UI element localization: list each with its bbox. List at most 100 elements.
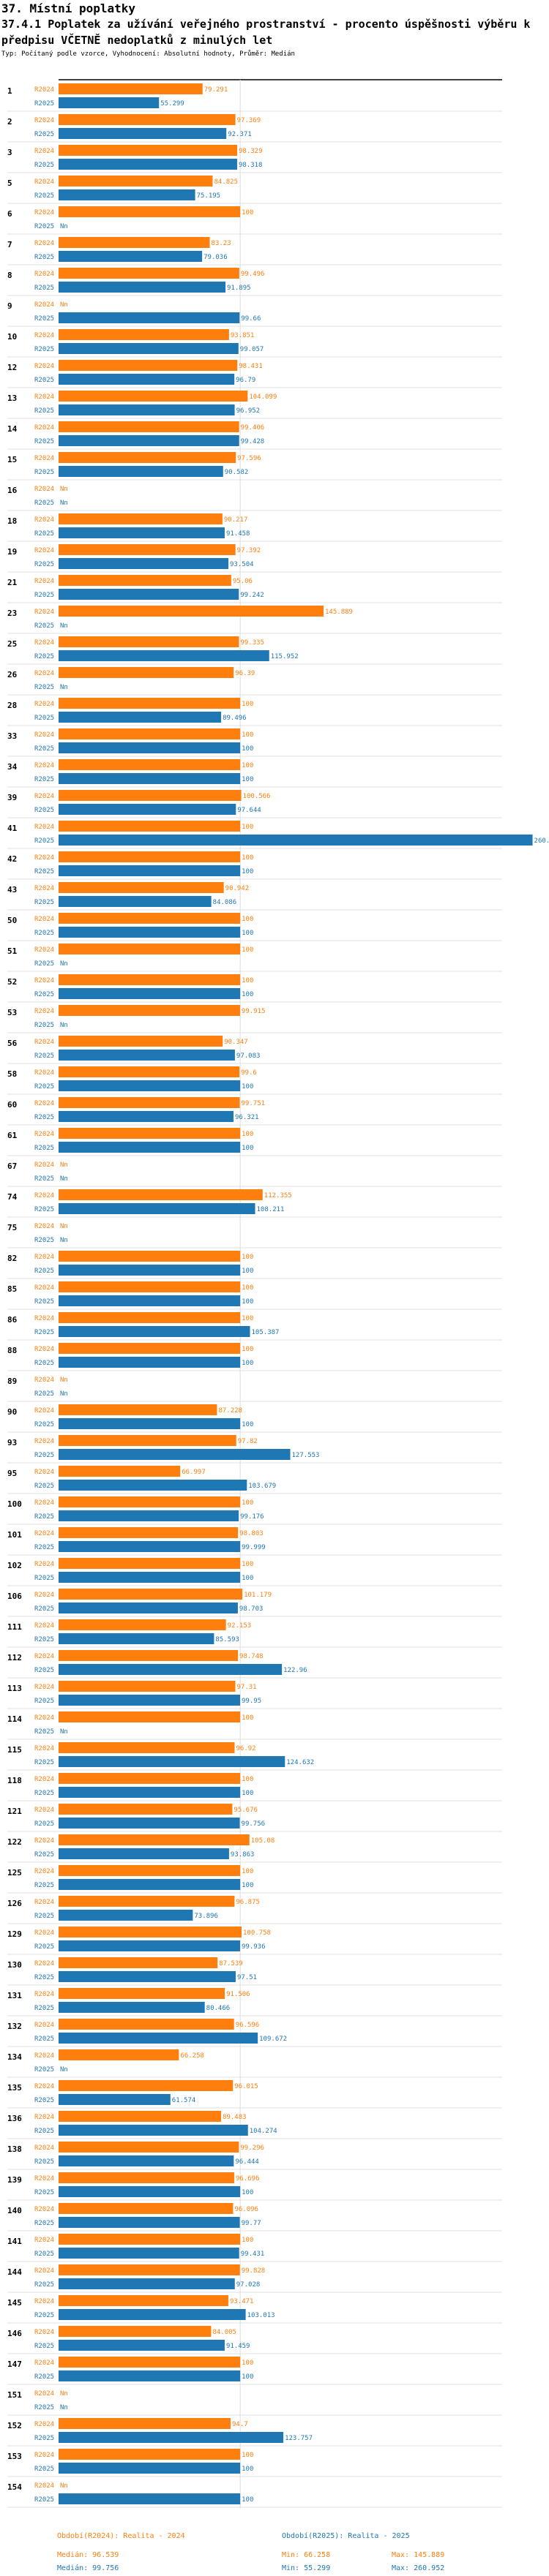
- value-label-r2024: Nn: [60, 2482, 68, 2490]
- bar-r2025: [59, 282, 226, 293]
- series-label-r2024: R2024: [34, 1315, 54, 1322]
- bar-r2024: [59, 176, 213, 187]
- series-label-r2024: R2024: [34, 1499, 54, 1507]
- series-label-r2025: R2025: [34, 223, 54, 230]
- bar-r2024: [59, 2203, 234, 2214]
- series-label-r2025: R2025: [34, 2496, 54, 2504]
- category-label: 136: [7, 2114, 22, 2123]
- value-label-r2024: 100: [242, 977, 253, 984]
- category-label: 13: [7, 393, 17, 403]
- series-label-r2024: R2024: [34, 1469, 54, 1476]
- category-label: 86: [7, 1315, 18, 1325]
- value-label-r2025: 103.679: [248, 1483, 276, 1490]
- bar-r2024: [59, 1097, 240, 1108]
- value-label-r2025: 100: [242, 776, 253, 783]
- bar-r2025: [59, 343, 239, 354]
- value-label-r2024: 90.347: [224, 1039, 248, 1046]
- series-label-r2024: R2024: [34, 1100, 54, 1107]
- value-label-r2024: 100: [242, 1346, 253, 1353]
- value-label-r2024: 97.369: [237, 117, 261, 124]
- bar-r2024: [59, 1251, 241, 1262]
- series-label-r2024: R2024: [34, 2482, 54, 2490]
- value-label-r2025: 100: [242, 1298, 253, 1306]
- series-label-r2025: R2025: [34, 1820, 54, 1828]
- value-label-r2024: 92.153: [228, 1622, 252, 1630]
- value-label-r2024: 96.696: [236, 2175, 260, 2183]
- bar-r2025: [59, 374, 235, 385]
- value-label-r2025: 115.952: [271, 653, 299, 660]
- category-label: 6: [7, 209, 12, 219]
- value-label-r2024: 100: [242, 1131, 253, 1138]
- value-label-r2024: 87.539: [219, 1960, 243, 1967]
- value-label-r2024: 99.915: [242, 1008, 266, 1015]
- value-label-r2024: 100: [242, 1561, 253, 1568]
- series-label-r2025: R2025: [34, 1114, 54, 1121]
- series-label-r2024: R2024: [34, 547, 54, 554]
- bar-r2024: [59, 1066, 240, 1077]
- value-label-r2025: Nn: [60, 622, 68, 630]
- series-label-r2024: R2024: [34, 762, 54, 769]
- value-label-r2024: Nn: [60, 1376, 68, 1384]
- series-label-r2024: R2024: [34, 486, 54, 493]
- value-label-r2025: 99.77: [242, 2220, 261, 2227]
- series-label-r2025: R2025: [34, 1022, 54, 1029]
- value-label-r2024: Nn: [60, 486, 68, 493]
- bar-r2025: [59, 435, 239, 446]
- bar-r2025: [59, 1510, 239, 1521]
- category-label: 95: [7, 1469, 17, 1478]
- series-label-r2025: R2025: [34, 899, 54, 906]
- series-label-r2025: R2025: [34, 131, 54, 138]
- category-label: 144: [7, 2267, 22, 2277]
- series-label-r2025: R2025: [34, 1605, 54, 1613]
- series-label-r2025: R2025: [34, 2251, 54, 2258]
- value-label-r2025: 79.036: [203, 254, 228, 261]
- bar-r2024: [59, 1865, 241, 1876]
- value-label-r2025: Nn: [60, 2404, 68, 2411]
- series-label-r2024: R2024: [34, 609, 54, 616]
- bar-r2024: [59, 83, 203, 94]
- series-label-r2025: R2025: [34, 1698, 54, 1705]
- value-label-r2025: 61.574: [172, 2097, 196, 2104]
- bar-r2024: [59, 1435, 236, 1446]
- series-label-r2025: R2025: [34, 776, 54, 783]
- bar-r2024: [59, 2234, 241, 2245]
- category-label: 3: [7, 148, 12, 157]
- value-label-r2025: 99.176: [240, 1513, 264, 1521]
- category-label: 115: [7, 1745, 22, 1755]
- series-label-r2024: R2024: [34, 1008, 54, 1015]
- value-label-r2024: 66.997: [182, 1469, 206, 1476]
- value-label-r2024: 98.329: [239, 148, 263, 155]
- series-label-r2024: R2024: [34, 455, 54, 462]
- value-label-r2024: 100: [242, 731, 253, 739]
- value-label-r2024: Nn: [60, 2390, 68, 2398]
- value-label-r2024: 100: [242, 1254, 253, 1261]
- bar-r2024: [59, 821, 241, 832]
- series-label-r2025: R2025: [34, 100, 54, 108]
- category-label: 61: [7, 1131, 18, 1140]
- category-label: 139: [7, 2175, 22, 2185]
- category-label: 114: [7, 1714, 22, 1724]
- series-label-r2025: R2025: [34, 1728, 54, 1736]
- series-label-r2025: R2025: [34, 868, 54, 875]
- category-label: 135: [7, 2083, 22, 2093]
- category-label: 58: [7, 1069, 17, 1079]
- value-label-r2025: 93.504: [230, 561, 254, 568]
- value-label-r2024: 99.828: [242, 2267, 266, 2275]
- value-label-r2025: 99.428: [241, 438, 265, 445]
- bar-r2025: [59, 2217, 240, 2228]
- bar-r2024: [59, 851, 241, 862]
- bar-r2024: [59, 237, 210, 248]
- category-label: 122: [7, 1837, 22, 1847]
- bar-r2025: [59, 1756, 285, 1767]
- series-label-r2025: R2025: [34, 1360, 54, 1367]
- category-label: 67: [7, 1161, 17, 1171]
- bar-r2024: [59, 575, 231, 586]
- series-label-r2025: R2025: [34, 2281, 54, 2289]
- bar-r2024: [59, 2295, 228, 2306]
- value-label-r2024: 93.851: [231, 332, 255, 339]
- bar-r2025: [59, 1480, 247, 1491]
- series-label-r2024: R2024: [34, 516, 54, 524]
- series-label-r2024: R2024: [34, 1561, 54, 1568]
- value-label-r2025: 100: [242, 1360, 253, 1367]
- bar-r2024: [59, 944, 241, 954]
